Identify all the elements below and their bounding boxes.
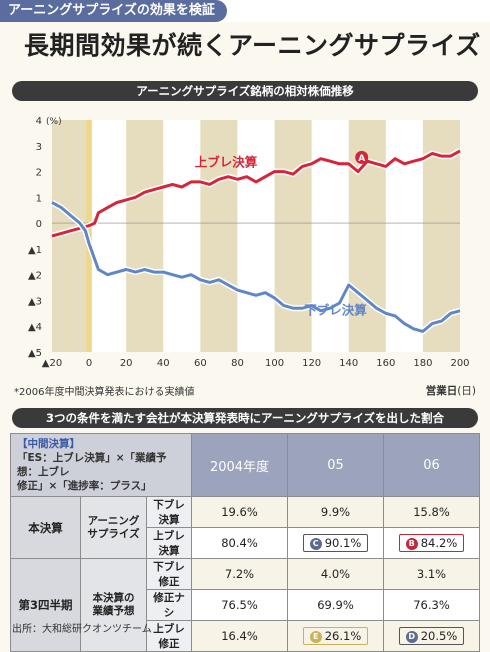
highlight-value: 84.2% (420, 536, 458, 550)
x-axis-label-unit: (日) (457, 385, 476, 397)
x-tick-label: 120 (302, 358, 321, 369)
headline: 長期間効果が続くアーニングサプライズ (24, 31, 481, 60)
footnote: *2006年度中間決算発表における実績値 (14, 387, 195, 398)
table-row: 本決算 アーニング サプライズ 下ブレ決算 19.6% 9.9% 15.8% (10, 496, 480, 559)
x-tick-label: 200 (450, 358, 469, 369)
highlight-value: 20.5% (420, 629, 458, 643)
row-label-no-revision: 修正ナシ (146, 589, 192, 621)
cell-value: 3.1% (383, 558, 480, 590)
group-sub-line: サプライズ (87, 527, 140, 540)
annotation-a-icon (355, 150, 369, 164)
x-axis-label: 営業日(日) (426, 383, 476, 398)
x-tick-label: 140 (339, 358, 358, 369)
highlight-value: 90.1% (324, 536, 362, 550)
y-tick-label: 3 (36, 142, 42, 153)
vertical-band (126, 120, 164, 352)
series-line-downside (51, 201, 461, 333)
series-label-upside: 上ブレ決算 (195, 154, 258, 169)
group-label-q3: 第3四半期 (10, 558, 81, 652)
y-tick-label: ▲3 (28, 296, 42, 307)
cell-value: 69.9% (287, 589, 384, 621)
row-label-up-revision: 上ブレ修正 (146, 620, 192, 652)
y-tick-label: ▲1 (28, 245, 42, 256)
highlight-box: C 90.1% (302, 534, 369, 552)
group-sub-earnings-surprise: アーニング サプライズ (80, 496, 147, 559)
y-tick-label: ▲5 (28, 348, 42, 359)
x-tick-label: 40 (157, 358, 170, 369)
y-tick-label: ▲4 (28, 322, 42, 333)
y-unit-label: (%) (46, 117, 62, 127)
top-bar: アーニングサプライズの効果を検証 (0, 0, 490, 22)
y-tick-label: ▲2 (28, 271, 42, 282)
highlight-value: 26.1% (324, 629, 362, 643)
row-label-down-revision: 下ブレ修正 (146, 558, 192, 590)
chart-section-title: アーニングサプライズ銘柄の相対株価推移 (12, 81, 478, 101)
highlight-box: E 26.1% (302, 627, 369, 645)
cell-value-highlight-c: C 90.1% (287, 527, 384, 559)
group-label-honkessan: 本決算 (10, 496, 81, 559)
table-section-title: 3つの条件を満たす会社が本決算発表時にアーニングサプライズを出した割合 (12, 408, 478, 428)
badge-e-icon: E (309, 631, 322, 643)
table-row: 修正ナシ 76.5% 69.9% 76.3% (11, 589, 480, 621)
table-header-condition: 【中間決算】 「ES：上ブレ決算」×「業績予想：上ブレ 修正」×「進捗率：プラス… (10, 433, 192, 497)
series-line-upside (51, 149, 461, 238)
cell-value-highlight-b: B 84.2% (383, 527, 480, 559)
cell-value: 7.2% (191, 558, 288, 590)
table-header-title: 【中間決算】 (17, 438, 80, 450)
cell-value: 16.4% (191, 620, 288, 652)
year-05-header: 05 (287, 433, 384, 497)
table-header-line-1: 「ES：上ブレ決算」×「業績予想：上ブレ (17, 452, 167, 478)
year-06-header: 06 (383, 433, 480, 497)
vertical-band (200, 120, 238, 352)
table-row: 第3四半期 本決算の 業績予想 下ブレ修正 7.2% 4.0% 3.1% (10, 558, 480, 652)
x-tick-label: 180 (413, 358, 432, 369)
group-sub-forecast: 本決算の 業績予想 (80, 558, 147, 652)
badge-b-icon: B (405, 538, 418, 550)
cell-value: 76.3% (383, 589, 480, 621)
row-label-upside: 上ブレ決算 (146, 527, 192, 559)
cell-value: 9.9% (287, 496, 384, 528)
x-axis-label-main: 営業日 (425, 385, 458, 397)
row-label-downside: 下ブレ決算 (146, 496, 192, 528)
summary-table: 【中間決算】 「ES：上ブレ決算」×「業績予想：上ブレ 修正」×「進捗率：プラス… (10, 433, 480, 652)
x-tick-label: 80 (231, 358, 244, 369)
table-header-line-2: 修正」×「進捗率：プラス」 (17, 480, 152, 492)
cell-value: 4.0% (287, 558, 384, 590)
year-2004-header: 2004年度 (191, 433, 288, 497)
y-tick-label: 4 (36, 116, 42, 127)
cell-value: 15.8% (383, 496, 480, 528)
x-tick-label: ▲20 (42, 358, 62, 369)
series-label-downside: 下ブレ決算 (304, 303, 367, 318)
topic-tag: アーニングサプライズの効果を検証 (0, 0, 227, 22)
cell-value: 80.4% (191, 527, 288, 559)
y-tick-label: 0 (36, 219, 42, 230)
cell-value: 76.5% (191, 589, 288, 621)
group-sub-line: アーニング (87, 514, 140, 527)
highlight-box: B 84.2% (398, 534, 465, 552)
badge-c-icon: C (309, 538, 322, 550)
y-tick-label: 2 (36, 168, 42, 179)
cell-value: 19.6% (191, 496, 288, 528)
line-chart: 4 3 2 1 0 ▲1 ▲2 ▲3 ▲4 ▲5 (%) ▲20 0 20 40 60 80 100 120 140 1… (28, 116, 470, 369)
source-note: 出所：大和総研クオンツチーム (12, 624, 152, 635)
x-tick-label: 100 (265, 358, 284, 369)
annotation-a-label: A (358, 154, 365, 164)
table-header-row: 【中間決算】 「ES：上ブレ決算」×「業績予想：上ブレ 修正」×「進捗率：プラス… (10, 433, 480, 497)
group-sub-line: 本決算の (92, 592, 135, 604)
cell-value-highlight-e: E 26.1% (287, 620, 384, 652)
group-sub-line: 業績予想 (92, 605, 135, 617)
x-tick-label: 0 (86, 358, 92, 369)
badge-d-icon: D (405, 631, 418, 643)
x-tick-label: 60 (194, 358, 207, 369)
x-tick-label: 20 (120, 358, 133, 369)
x-tick-label: 160 (376, 358, 395, 369)
highlight-box: D 20.5% (398, 627, 465, 645)
y-tick-label: 1 (36, 193, 42, 204)
cell-value-highlight-d: D 20.5% (383, 620, 480, 652)
vertical-band (274, 120, 312, 352)
